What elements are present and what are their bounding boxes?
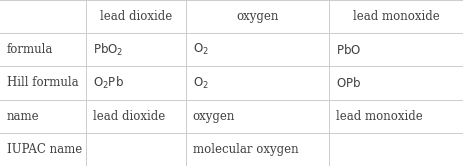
Text: $\mathrm{O_2}$: $\mathrm{O_2}$ <box>192 76 208 90</box>
Text: IUPAC name: IUPAC name <box>7 143 82 156</box>
Text: formula: formula <box>7 43 53 56</box>
Text: name: name <box>7 110 39 123</box>
Text: oxygen: oxygen <box>236 10 278 23</box>
Text: oxygen: oxygen <box>192 110 234 123</box>
Text: $\mathrm{OPb}$: $\mathrm{OPb}$ <box>336 76 361 90</box>
Text: $\mathrm{O_2Pb}$: $\mathrm{O_2Pb}$ <box>93 75 124 91</box>
Text: $\mathrm{PbO_2}$: $\mathrm{PbO_2}$ <box>93 42 123 58</box>
Text: molecular oxygen: molecular oxygen <box>192 143 298 156</box>
Text: lead monoxide: lead monoxide <box>336 110 422 123</box>
Text: lead dioxide: lead dioxide <box>100 10 171 23</box>
Text: Hill formula: Hill formula <box>7 77 78 89</box>
Text: lead dioxide: lead dioxide <box>93 110 165 123</box>
Text: $\mathrm{PbO}$: $\mathrm{PbO}$ <box>336 43 361 57</box>
Text: lead monoxide: lead monoxide <box>353 10 439 23</box>
Text: $\mathrm{O_2}$: $\mathrm{O_2}$ <box>192 42 208 57</box>
